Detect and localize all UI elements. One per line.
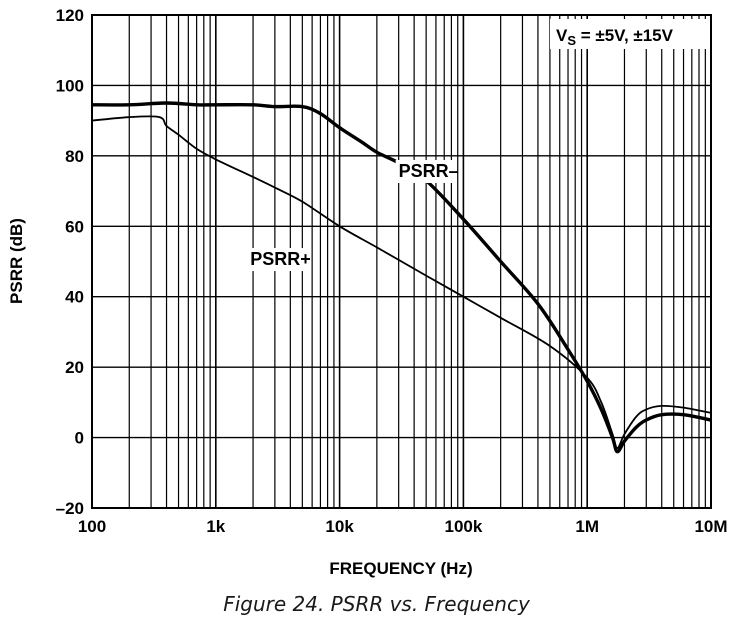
y-axis-title: PSRR (dB)	[7, 218, 26, 304]
x-tick-label: 100k	[444, 517, 482, 536]
series-label-layer: PSRR– PSRR+	[247, 159, 459, 272]
x-tick-label: 10k	[325, 517, 354, 536]
conditions-label: VS = ±5V, ±15V	[556, 26, 674, 48]
x-tick-label: 1M	[575, 517, 599, 536]
psrr-minus-curve	[91, 101, 712, 454]
psrr-minus-label-bg	[395, 159, 457, 183]
psrr-plus-curve	[91, 115, 712, 449]
y-tick-label: 80	[65, 147, 84, 166]
conditions-sub: S	[567, 33, 576, 48]
y-tick-labels: –20 0 20 40 60 80 100 120	[56, 6, 84, 518]
psrr-plus-label-bg	[247, 248, 309, 272]
y-tick-label: 100	[56, 76, 84, 95]
y-tick-label: 40	[65, 288, 84, 307]
conditions-rest: = ±5V, ±15V	[576, 26, 674, 45]
psrr-minus-label: PSRR–	[399, 161, 459, 181]
series-layer	[91, 101, 712, 454]
y-tick-label: 120	[56, 6, 84, 25]
conditions-v: V	[556, 26, 568, 45]
psrr-plus-label: PSRR+	[250, 249, 311, 269]
x-tick-label: 100	[78, 517, 106, 536]
y-tick-label: 0	[75, 429, 84, 448]
conditions-box: VS = ±5V, ±15V	[550, 19, 708, 49]
x-tick-label: 10M	[694, 517, 727, 536]
x-tick-label: 1k	[206, 517, 225, 536]
y-tick-label: –20	[56, 499, 84, 518]
conditions-box-bg	[550, 19, 708, 49]
y-tick-label: 60	[65, 217, 84, 236]
y-tick-label: 20	[65, 358, 84, 377]
x-tick-labels: 100 1k 10k 100k 1M 10M	[78, 517, 728, 536]
x-axis-title: FREQUENCY (Hz)	[329, 559, 472, 578]
plot-frame	[91, 14, 712, 509]
figure-caption: Figure 24. PSRR vs. Frequency	[223, 592, 530, 616]
